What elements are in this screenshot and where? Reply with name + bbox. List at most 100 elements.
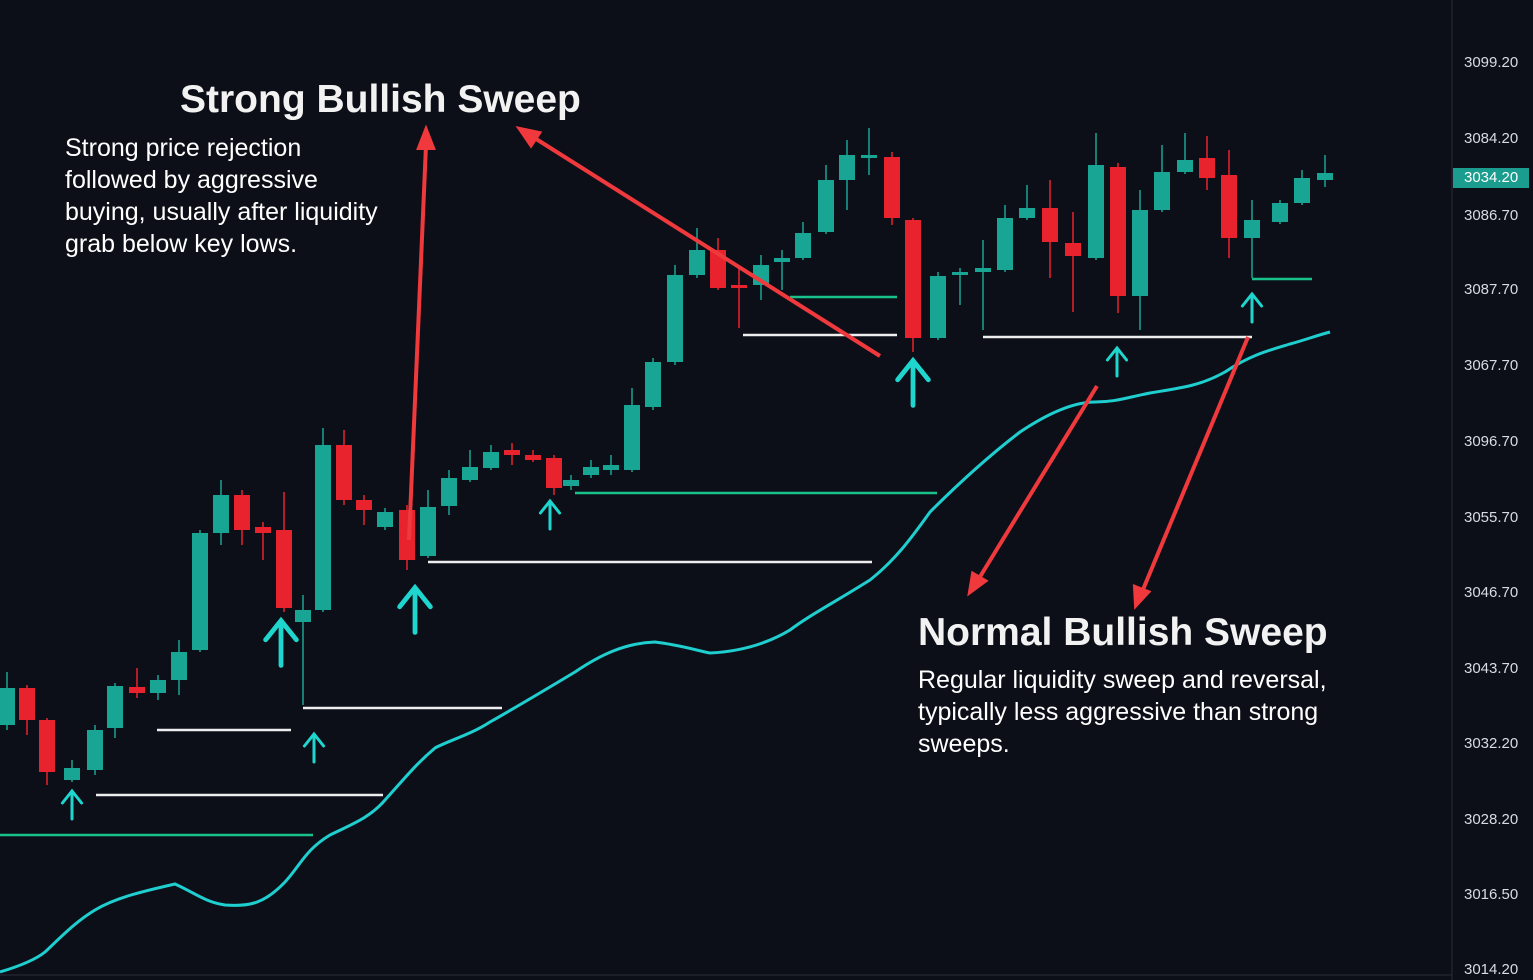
up-arrow xyxy=(397,583,433,635)
up-arrow xyxy=(302,731,326,764)
pointer xyxy=(1140,336,1250,593)
up-arrow xyxy=(1105,345,1129,378)
strong-desc: followed by aggressive xyxy=(65,166,318,194)
pointer-head xyxy=(1132,584,1152,610)
candle-body xyxy=(150,680,166,693)
arrows xyxy=(60,291,1264,821)
candle-body xyxy=(546,458,562,488)
price-label: 3043.70 xyxy=(1464,660,1518,677)
candle-body xyxy=(952,272,968,275)
normal-desc: typically less aggressive than strong xyxy=(918,698,1318,726)
pointer xyxy=(407,144,428,541)
pointer xyxy=(976,384,1099,582)
moving-average xyxy=(0,330,1331,974)
normal-title: Normal Bullish Sweep xyxy=(918,611,1328,654)
price-label: 3046.70 xyxy=(1464,584,1518,601)
price-label: 3084.20 xyxy=(1464,130,1518,147)
candle-body xyxy=(997,218,1013,270)
strong-desc: buying, usually after liquidity xyxy=(65,198,378,226)
pointer-head xyxy=(967,570,989,597)
candle-body xyxy=(689,250,705,275)
pointer-arrows xyxy=(407,124,1250,610)
candle-body xyxy=(1199,158,1215,178)
candle-body xyxy=(171,652,187,680)
candle-body xyxy=(583,467,599,475)
candle-body xyxy=(483,452,499,468)
normal-desc: Regular liquidity sweep and reversal, xyxy=(918,666,1327,694)
candle-body xyxy=(213,495,229,533)
price-axis: 3099.20 3084.20 3086.70 3087.70 3067.70 3096.… xyxy=(1464,54,1518,978)
candle-body xyxy=(234,495,250,530)
candle-body xyxy=(1244,220,1260,238)
candle-body xyxy=(861,155,877,158)
price-label: 3086.70 xyxy=(1464,207,1518,224)
price-label: 3099.20 xyxy=(1464,54,1518,71)
up-arrow xyxy=(895,356,931,408)
up-arrow xyxy=(263,616,299,668)
strong-desc: Strong price rejection xyxy=(65,134,301,162)
candle-body xyxy=(276,530,292,608)
candle-body xyxy=(295,610,311,622)
price-label: 3014.20 xyxy=(1464,961,1518,978)
candle-body xyxy=(975,268,991,272)
current-price-box xyxy=(1453,168,1529,188)
candle-body xyxy=(525,455,541,460)
levels xyxy=(0,277,1312,837)
candle-body xyxy=(19,688,35,720)
candle-body xyxy=(884,157,900,218)
price-label: 3055.70 xyxy=(1464,509,1518,526)
candle-body xyxy=(336,445,352,500)
candle-body xyxy=(192,533,208,650)
price-label: 3067.70 xyxy=(1464,357,1518,374)
current-price: 3034.20 xyxy=(1464,169,1518,186)
pointer xyxy=(531,135,882,358)
candle-body xyxy=(1317,173,1333,180)
candle-body xyxy=(1065,243,1081,256)
candle-body xyxy=(1272,203,1288,222)
candle-body xyxy=(905,220,921,338)
normal-desc: sweeps. xyxy=(918,730,1010,758)
price-label: 3028.20 xyxy=(1464,811,1518,828)
candle-body xyxy=(1110,167,1126,296)
candle-body xyxy=(504,450,520,455)
price-label: 3032.20 xyxy=(1464,735,1518,752)
candle-body xyxy=(64,768,80,780)
price-label: 3016.50 xyxy=(1464,886,1518,903)
candle-body xyxy=(1088,165,1104,258)
candle-body xyxy=(1177,160,1193,172)
up-arrow xyxy=(60,788,84,821)
candle-body xyxy=(39,720,55,772)
candle-body xyxy=(420,507,436,556)
candle-body xyxy=(563,480,579,486)
candle-body xyxy=(624,405,640,470)
candle-body xyxy=(818,180,834,232)
candle-body xyxy=(1019,208,1035,218)
pointer-head xyxy=(416,124,436,150)
candle-body xyxy=(1221,175,1237,238)
candles xyxy=(0,128,1333,785)
candle-body xyxy=(1294,178,1310,203)
candle-body xyxy=(1154,172,1170,210)
candle-body xyxy=(839,155,855,180)
candle-body xyxy=(667,275,683,362)
price-label: 3096.70 xyxy=(1464,433,1518,450)
candle-body xyxy=(603,465,619,470)
up-arrow xyxy=(538,498,562,531)
candle-body xyxy=(1042,208,1058,242)
candle-body xyxy=(377,512,393,527)
candle-body xyxy=(87,730,103,770)
up-arrow xyxy=(1240,291,1264,324)
candle-body xyxy=(930,276,946,338)
candle-body xyxy=(255,527,271,533)
strong-title: Strong Bullish Sweep xyxy=(180,78,581,121)
candle-body xyxy=(462,467,478,480)
candle-body xyxy=(731,285,747,288)
candle-body xyxy=(129,687,145,693)
candle-body xyxy=(356,500,372,510)
candle-body xyxy=(645,362,661,407)
candle-body xyxy=(710,250,726,288)
candle-body xyxy=(399,510,415,560)
